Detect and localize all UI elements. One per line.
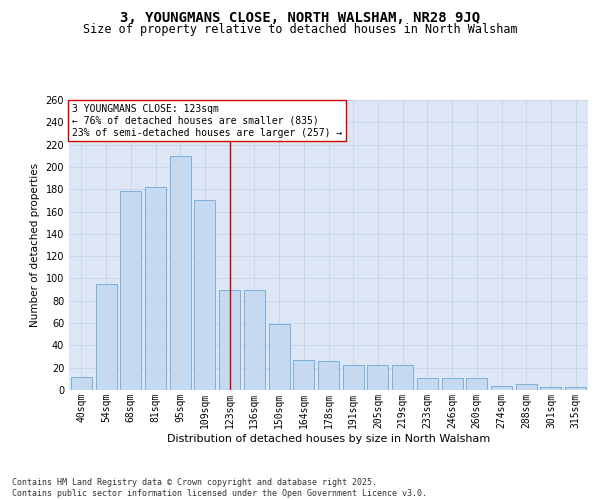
Bar bbox=[95, 284, 116, 390]
Bar bbox=[269, 324, 290, 390]
Bar bbox=[392, 366, 413, 390]
Bar bbox=[194, 200, 215, 390]
Bar bbox=[120, 192, 141, 390]
Bar bbox=[442, 378, 463, 390]
Bar bbox=[71, 376, 92, 390]
Bar bbox=[343, 366, 364, 390]
Text: Size of property relative to detached houses in North Walsham: Size of property relative to detached ho… bbox=[83, 24, 517, 36]
Bar bbox=[491, 386, 512, 390]
Bar bbox=[466, 378, 487, 390]
Bar bbox=[318, 361, 339, 390]
Bar bbox=[170, 156, 191, 390]
Bar bbox=[219, 290, 240, 390]
Bar bbox=[516, 384, 537, 390]
X-axis label: Distribution of detached houses by size in North Walsham: Distribution of detached houses by size … bbox=[167, 434, 490, 444]
Bar bbox=[565, 386, 586, 390]
Bar bbox=[293, 360, 314, 390]
Bar bbox=[367, 366, 388, 390]
Text: 3 YOUNGMANS CLOSE: 123sqm
← 76% of detached houses are smaller (835)
23% of semi: 3 YOUNGMANS CLOSE: 123sqm ← 76% of detac… bbox=[71, 104, 342, 138]
Text: 3, YOUNGMANS CLOSE, NORTH WALSHAM, NR28 9JQ: 3, YOUNGMANS CLOSE, NORTH WALSHAM, NR28 … bbox=[120, 10, 480, 24]
Bar bbox=[541, 386, 562, 390]
Y-axis label: Number of detached properties: Number of detached properties bbox=[30, 163, 40, 327]
Bar bbox=[244, 290, 265, 390]
Text: Contains HM Land Registry data © Crown copyright and database right 2025.
Contai: Contains HM Land Registry data © Crown c… bbox=[12, 478, 427, 498]
Bar bbox=[417, 378, 438, 390]
Bar bbox=[145, 187, 166, 390]
